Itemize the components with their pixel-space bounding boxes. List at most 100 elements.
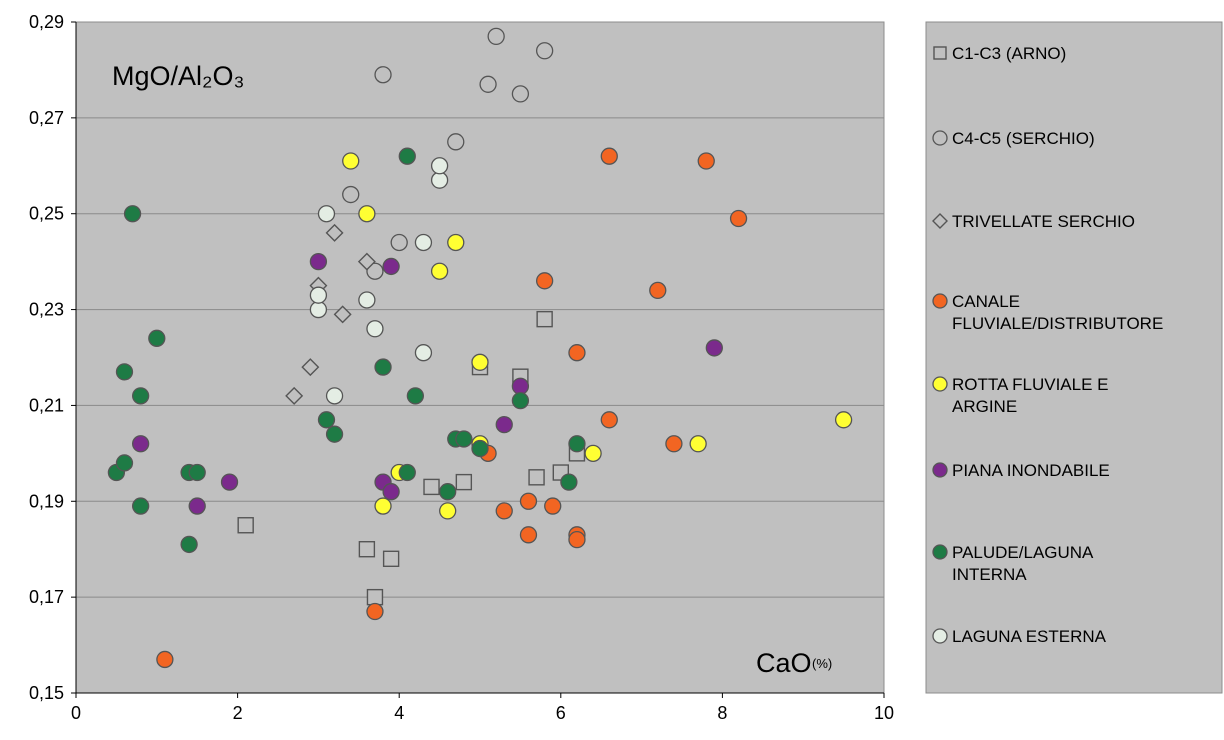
legend-label: FLUVIALE/DISTRIBUTORE: [952, 314, 1163, 333]
data-point: [479, 75, 497, 93]
data-point: [705, 339, 723, 357]
data-point: [325, 223, 344, 242]
legend-marker: [932, 628, 948, 644]
data-point: [148, 329, 166, 347]
data-point: [455, 473, 473, 491]
y-tick-label: 0,15: [29, 683, 64, 703]
data-point: [301, 358, 320, 377]
legend-box: [925, 21, 1223, 694]
data-point: [358, 205, 376, 223]
legend-marker: [932, 130, 948, 146]
data-point: [131, 387, 150, 405]
axes: [75, 22, 884, 694]
legend-marker: [933, 46, 947, 60]
data-point: [406, 387, 425, 405]
data-point: [390, 233, 408, 252]
data-point: [382, 550, 400, 567]
data-point: [455, 430, 473, 448]
data-points: [107, 27, 853, 669]
data-point: [544, 497, 562, 515]
data-point: [600, 147, 618, 165]
data-point: [414, 344, 433, 362]
data-point: [156, 650, 174, 669]
data-point: [374, 358, 392, 376]
legend-label: TRIVELLATE SERCHIO: [952, 212, 1135, 231]
data-point: [665, 435, 683, 453]
data-point: [430, 157, 449, 175]
legend-label: INTERNA: [952, 565, 1027, 584]
data-point: [649, 281, 667, 300]
data-point: [374, 66, 392, 84]
y-tick-label: 0,23: [29, 300, 64, 320]
data-point: [439, 502, 457, 520]
x-tick-label: 4: [394, 703, 404, 723]
data-point: [439, 483, 457, 501]
data-point: [342, 152, 360, 170]
data-point: [528, 469, 545, 486]
data-point: [414, 233, 433, 252]
data-point: [600, 411, 618, 429]
data-point: [689, 435, 707, 453]
x-tick-label: 8: [717, 703, 727, 723]
data-point: [423, 478, 440, 496]
data-point: [366, 602, 384, 621]
y-tick-label: 0,21: [29, 395, 64, 415]
data-point: [309, 252, 328, 271]
x-axis-label-unit: (%): [812, 656, 832, 671]
y-tick-label: 0,27: [29, 108, 64, 128]
data-point: [309, 286, 328, 304]
grid-lines: [76, 117, 884, 598]
data-point: [188, 463, 206, 482]
x-tick-label: 2: [233, 703, 243, 723]
legend-label: C4-C5 (SERCHIO): [952, 129, 1095, 148]
legend-marker: [932, 462, 948, 478]
data-point: [519, 526, 538, 544]
data-point: [495, 502, 513, 520]
data-point: [366, 588, 384, 606]
data-point: [382, 483, 400, 501]
legend-label: ROTTA FLUVIALE E: [952, 375, 1109, 394]
x-tick-label: 0: [71, 703, 81, 723]
data-point: [535, 272, 554, 290]
legend: C1-C3 (ARNO) C4-C5 (SERCHIO) TRIVELLATE SE…: [932, 44, 1163, 646]
data-point: [309, 300, 328, 319]
data-point: [357, 252, 376, 271]
x-axis-label-name: CaO: [756, 648, 812, 678]
data-point: [317, 205, 336, 223]
data-point: [511, 377, 530, 395]
y-tick-label: 0,25: [29, 204, 64, 224]
data-point: [237, 517, 254, 534]
data-point: [123, 205, 142, 223]
data-point: [430, 262, 449, 280]
data-point: [511, 391, 530, 410]
data-point: [568, 530, 586, 549]
legend-marker: [932, 213, 948, 229]
data-point: [220, 473, 239, 491]
legend-label: C1-C3 (ARNO): [952, 44, 1066, 63]
data-point: [568, 435, 586, 453]
data-point: [358, 291, 376, 309]
data-point: [333, 305, 352, 324]
data-point: [342, 185, 360, 204]
data-point: [398, 147, 416, 165]
data-point: [131, 497, 150, 515]
x-axis-label: CaO (%): [756, 648, 832, 678]
x-tick-label: 6: [556, 703, 566, 723]
y-tick-label: 0,17: [29, 587, 64, 607]
y-tick-label: 0,29: [29, 12, 64, 32]
data-point: [366, 262, 384, 280]
data-point: [697, 152, 715, 170]
data-point: [115, 454, 134, 472]
legend-label: CANALE: [952, 292, 1020, 311]
data-point: [325, 425, 344, 443]
data-point: [180, 535, 198, 554]
data-point: [471, 353, 489, 371]
data-point: [374, 497, 392, 515]
data-point: [317, 411, 336, 429]
legend-marker: [932, 376, 948, 392]
data-point: [568, 344, 586, 362]
data-point: [535, 42, 554, 60]
data-point: [584, 444, 602, 463]
data-point: [834, 411, 853, 429]
